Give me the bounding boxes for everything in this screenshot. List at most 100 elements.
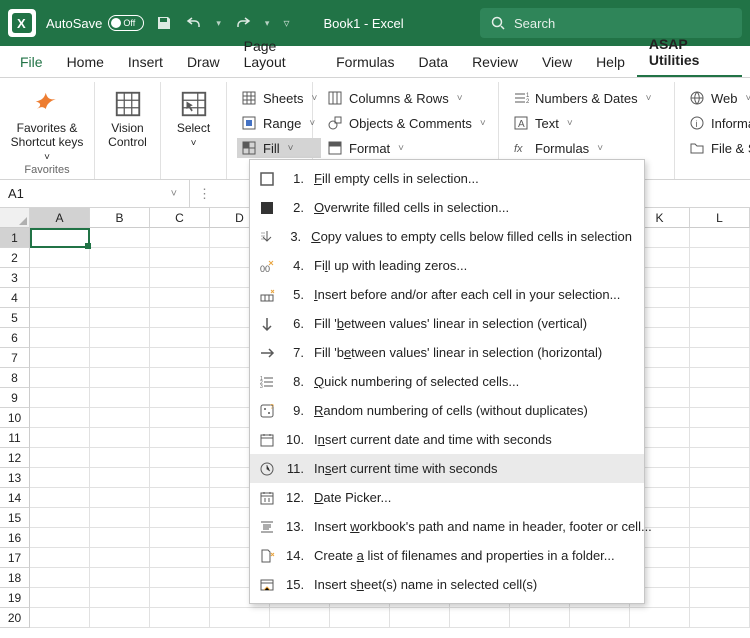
tab-review[interactable]: Review bbox=[460, 48, 530, 77]
cell[interactable] bbox=[150, 288, 210, 308]
tab-view[interactable]: View bbox=[530, 48, 584, 77]
tab-file[interactable]: File bbox=[8, 48, 55, 77]
name-box[interactable]: A1 ˅ bbox=[0, 180, 190, 207]
cell[interactable] bbox=[30, 348, 90, 368]
menu-item[interactable]: 15.Insert sheet(s) name in selected cell… bbox=[250, 570, 644, 599]
save-icon[interactable] bbox=[156, 15, 172, 31]
cell[interactable] bbox=[450, 608, 510, 628]
row-header[interactable]: 12 bbox=[0, 448, 30, 468]
row-header[interactable]: 6 bbox=[0, 328, 30, 348]
toggle-switch[interactable]: Off bbox=[108, 15, 144, 31]
menu-item[interactable]: 4.Fill up with leading zeros... bbox=[250, 251, 644, 280]
cell[interactable] bbox=[690, 248, 750, 268]
cell[interactable] bbox=[30, 248, 90, 268]
cell[interactable] bbox=[150, 568, 210, 588]
cell[interactable] bbox=[150, 248, 210, 268]
row-header[interactable]: 14 bbox=[0, 488, 30, 508]
web-button[interactable]: Web˅ bbox=[685, 88, 750, 108]
objects-comments-button[interactable]: Objects & Comments˅ bbox=[323, 113, 488, 133]
cell[interactable] bbox=[690, 228, 750, 248]
cell[interactable] bbox=[690, 508, 750, 528]
cell[interactable] bbox=[90, 468, 150, 488]
cell[interactable] bbox=[150, 268, 210, 288]
cell[interactable] bbox=[330, 608, 390, 628]
chevron-down-icon[interactable]: ˅ bbox=[171, 188, 177, 200]
cell[interactable] bbox=[30, 608, 90, 628]
cell[interactable] bbox=[690, 528, 750, 548]
cell[interactable] bbox=[90, 228, 150, 248]
cell[interactable] bbox=[690, 428, 750, 448]
menu-item[interactable]: 6.Fill 'between values' linear in select… bbox=[250, 309, 644, 338]
cell[interactable] bbox=[690, 608, 750, 628]
fill-button[interactable]: Fill˅ bbox=[237, 138, 321, 158]
cell[interactable] bbox=[690, 288, 750, 308]
cell[interactable] bbox=[90, 568, 150, 588]
cell[interactable] bbox=[90, 488, 150, 508]
cell[interactable] bbox=[30, 388, 90, 408]
cell[interactable] bbox=[90, 248, 150, 268]
cell[interactable] bbox=[30, 588, 90, 608]
cell[interactable] bbox=[690, 348, 750, 368]
range-button[interactable]: Range˅ bbox=[237, 113, 321, 133]
menu-item[interactable]: 9.Random numbering of cells (without dup… bbox=[250, 396, 644, 425]
cell[interactable] bbox=[90, 308, 150, 328]
tab-asap-utilities[interactable]: ASAP Utilities bbox=[637, 30, 742, 77]
chevron-down-icon[interactable]: ▾ bbox=[216, 18, 221, 29]
cell[interactable] bbox=[90, 588, 150, 608]
cell[interactable] bbox=[150, 388, 210, 408]
cell[interactable] bbox=[90, 408, 150, 428]
tab-data[interactable]: Data bbox=[406, 48, 460, 77]
file-system-button[interactable]: File & System bbox=[685, 138, 750, 158]
row-header[interactable]: 16 bbox=[0, 528, 30, 548]
cell[interactable] bbox=[690, 448, 750, 468]
cell[interactable] bbox=[510, 608, 570, 628]
cell[interactable] bbox=[690, 268, 750, 288]
cell[interactable] bbox=[630, 608, 690, 628]
cell[interactable] bbox=[90, 328, 150, 348]
numbers-dates-button[interactable]: Numbers & Dates˅ bbox=[509, 88, 664, 108]
cell[interactable] bbox=[90, 388, 150, 408]
tab-draw[interactable]: Draw bbox=[175, 48, 232, 77]
tab-page-layout[interactable]: Page Layout bbox=[232, 32, 325, 77]
cell[interactable] bbox=[90, 448, 150, 468]
cell[interactable] bbox=[30, 328, 90, 348]
cell[interactable] bbox=[30, 568, 90, 588]
cell[interactable] bbox=[690, 468, 750, 488]
cell[interactable] bbox=[150, 448, 210, 468]
columns-rows-button[interactable]: Columns & Rows˅ bbox=[323, 88, 488, 108]
cell[interactable] bbox=[150, 488, 210, 508]
cell[interactable] bbox=[30, 308, 90, 328]
menu-item[interactable]: 7.Fill 'between values' linear in select… bbox=[250, 338, 644, 367]
tab-help[interactable]: Help bbox=[584, 48, 637, 77]
cell[interactable] bbox=[690, 388, 750, 408]
cell[interactable] bbox=[150, 328, 210, 348]
cell[interactable] bbox=[30, 288, 90, 308]
cell[interactable] bbox=[270, 608, 330, 628]
row-header[interactable]: 3 bbox=[0, 268, 30, 288]
cell[interactable] bbox=[690, 548, 750, 568]
excel-app-icon[interactable] bbox=[8, 9, 36, 37]
cell[interactable] bbox=[90, 368, 150, 388]
tab-insert[interactable]: Insert bbox=[116, 48, 175, 77]
autosave-toggle[interactable]: AutoSave Off bbox=[46, 15, 144, 31]
information-button[interactable]: Information˅ bbox=[685, 113, 750, 133]
undo-icon[interactable] bbox=[186, 15, 202, 31]
cell[interactable] bbox=[150, 228, 210, 248]
column-header[interactable]: A bbox=[30, 208, 90, 228]
cell[interactable] bbox=[690, 568, 750, 588]
menu-item[interactable]: 5.Insert before and/or after each cell i… bbox=[250, 280, 644, 309]
redo-icon[interactable] bbox=[235, 15, 251, 31]
cell[interactable] bbox=[90, 608, 150, 628]
sheets-button[interactable]: Sheets˅ bbox=[237, 88, 321, 108]
cell[interactable] bbox=[30, 428, 90, 448]
row-header[interactable]: 19 bbox=[0, 588, 30, 608]
cell[interactable] bbox=[90, 508, 150, 528]
menu-item[interactable]: 10.Insert current date and time with sec… bbox=[250, 425, 644, 454]
row-header[interactable]: 7 bbox=[0, 348, 30, 368]
cell[interactable] bbox=[150, 308, 210, 328]
row-header[interactable]: 9 bbox=[0, 388, 30, 408]
formulas-button[interactable]: Formulas˅ bbox=[509, 138, 664, 158]
menu-item[interactable]: 14.Create a list of filenames and proper… bbox=[250, 541, 644, 570]
cell[interactable] bbox=[30, 528, 90, 548]
cell[interactable] bbox=[90, 348, 150, 368]
